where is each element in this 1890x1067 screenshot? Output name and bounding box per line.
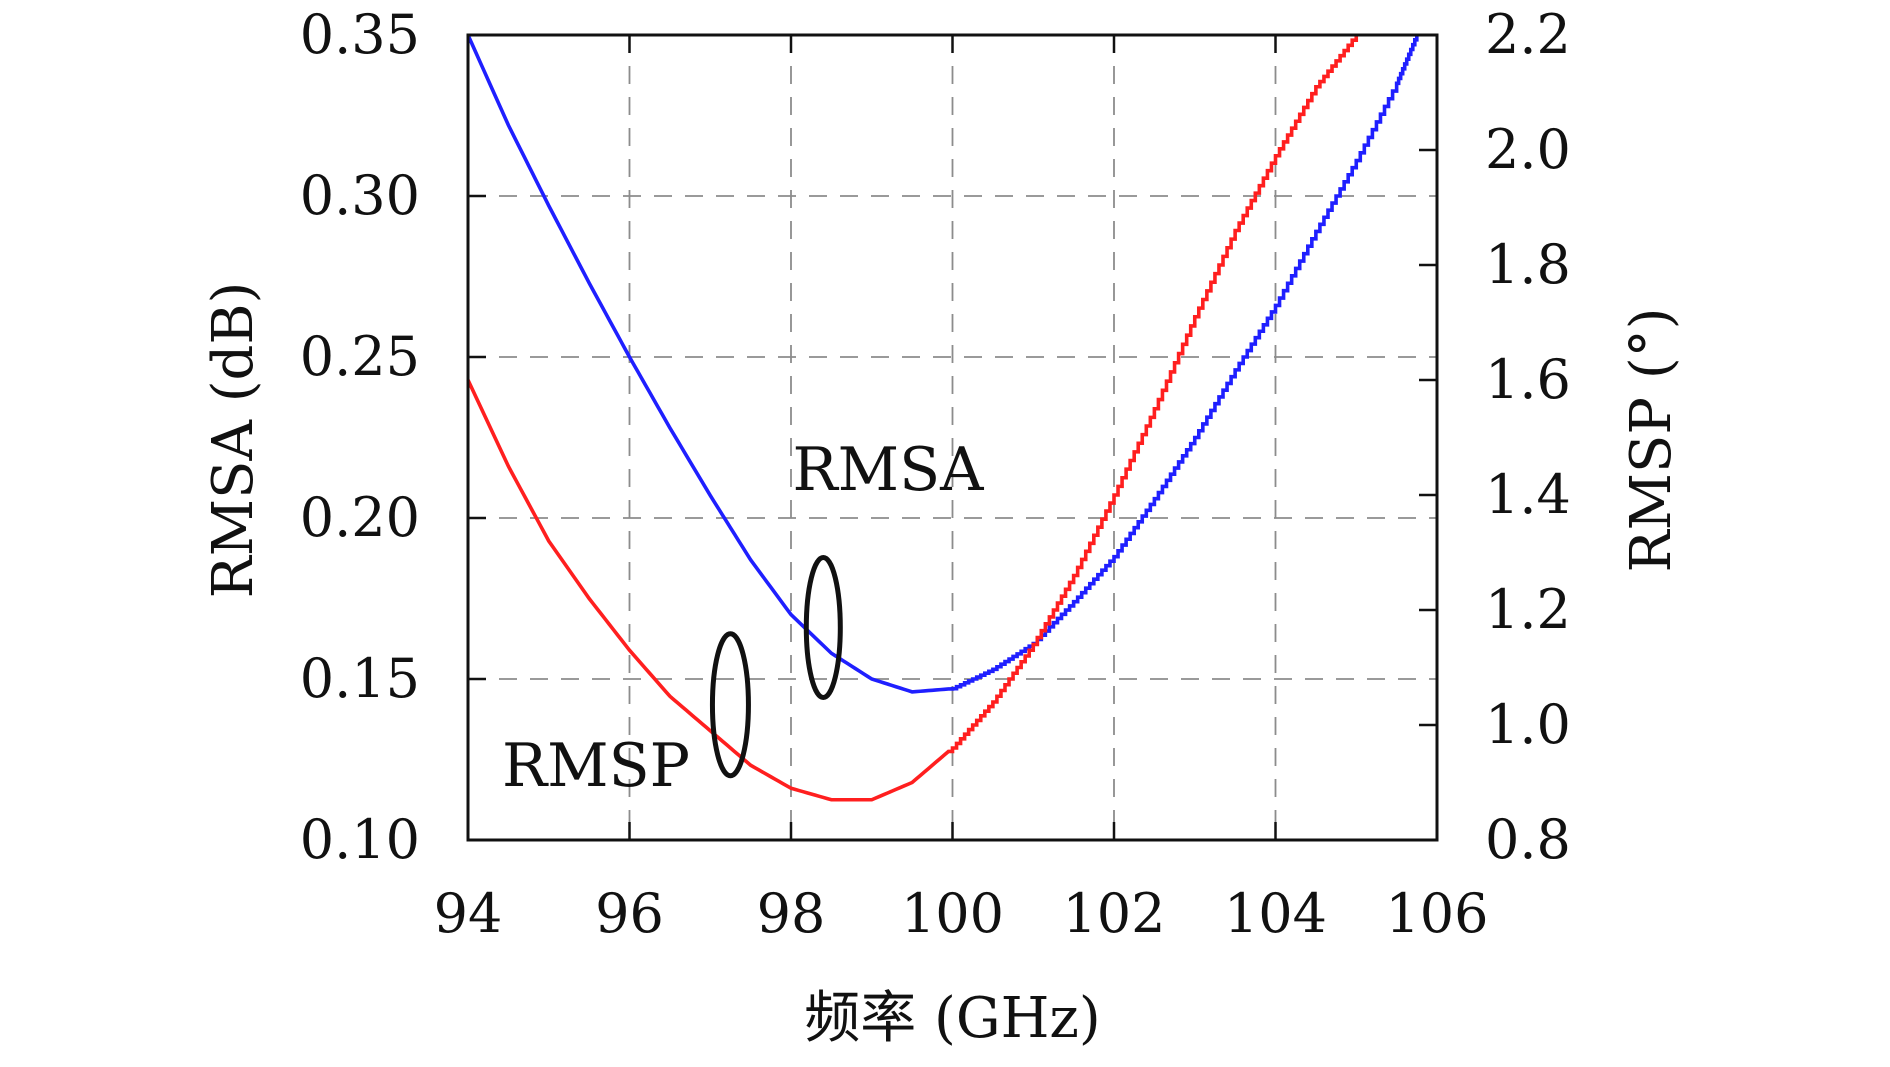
x-tick-label: 94 [434, 882, 503, 945]
right-y-tick-label: 0.8 [1485, 808, 1571, 871]
x-tick-label: 100 [901, 882, 1004, 945]
series-layer [466, 34, 1419, 802]
x-tick-label: 102 [1062, 882, 1165, 945]
x-tick-label: 98 [757, 882, 826, 945]
left-y-tick-label: 0.15 [300, 647, 420, 710]
label-layer: 94 96 98 100 102 104 106 0.10 0.15 0.20 0.25 0.30 0.… [300, 3, 1571, 945]
rmsa-annotation-ellipse [803, 554, 843, 700]
right-y-tick-label: 1.8 [1485, 233, 1571, 296]
rmsp-annotation-label: RMSP [502, 731, 690, 801]
left-y-tick-label: 0.30 [300, 164, 420, 227]
left-y-tick-label: 0.20 [300, 486, 420, 549]
left-axis-title: RMSA (dB) [201, 282, 266, 599]
rmsp-annotation-ellipse [709, 631, 751, 779]
right-y-tick-label: 1.6 [1485, 348, 1571, 411]
x-tick-label: 104 [1224, 882, 1327, 945]
right-y-tick-label: 2.0 [1485, 118, 1571, 181]
left-y-tick-label: 0.35 [300, 3, 420, 66]
x-tick-label: 96 [595, 882, 664, 945]
left-y-tick-label: 0.10 [300, 808, 420, 871]
x-axis-title: 频率 (GHz) [804, 986, 1101, 1051]
right-y-tick-label: 1.2 [1485, 578, 1571, 641]
annotation-layer: RMSA RMSP [502, 435, 984, 801]
rmsa-annotation-label: RMSA [792, 435, 984, 505]
right-y-tick-label: 1.4 [1485, 463, 1571, 526]
rmsa-line [466, 34, 1419, 694]
tick-layer [466, 33, 1439, 842]
right-y-tick-label: 1.0 [1485, 693, 1571, 756]
right-y-tick-label: 2.2 [1485, 3, 1571, 66]
right-axis-title: RMSP (°) [1619, 307, 1684, 572]
left-y-tick-label: 0.25 [300, 325, 420, 388]
x-tick-label: 106 [1385, 882, 1488, 945]
rmsp-line [466, 35, 1359, 802]
